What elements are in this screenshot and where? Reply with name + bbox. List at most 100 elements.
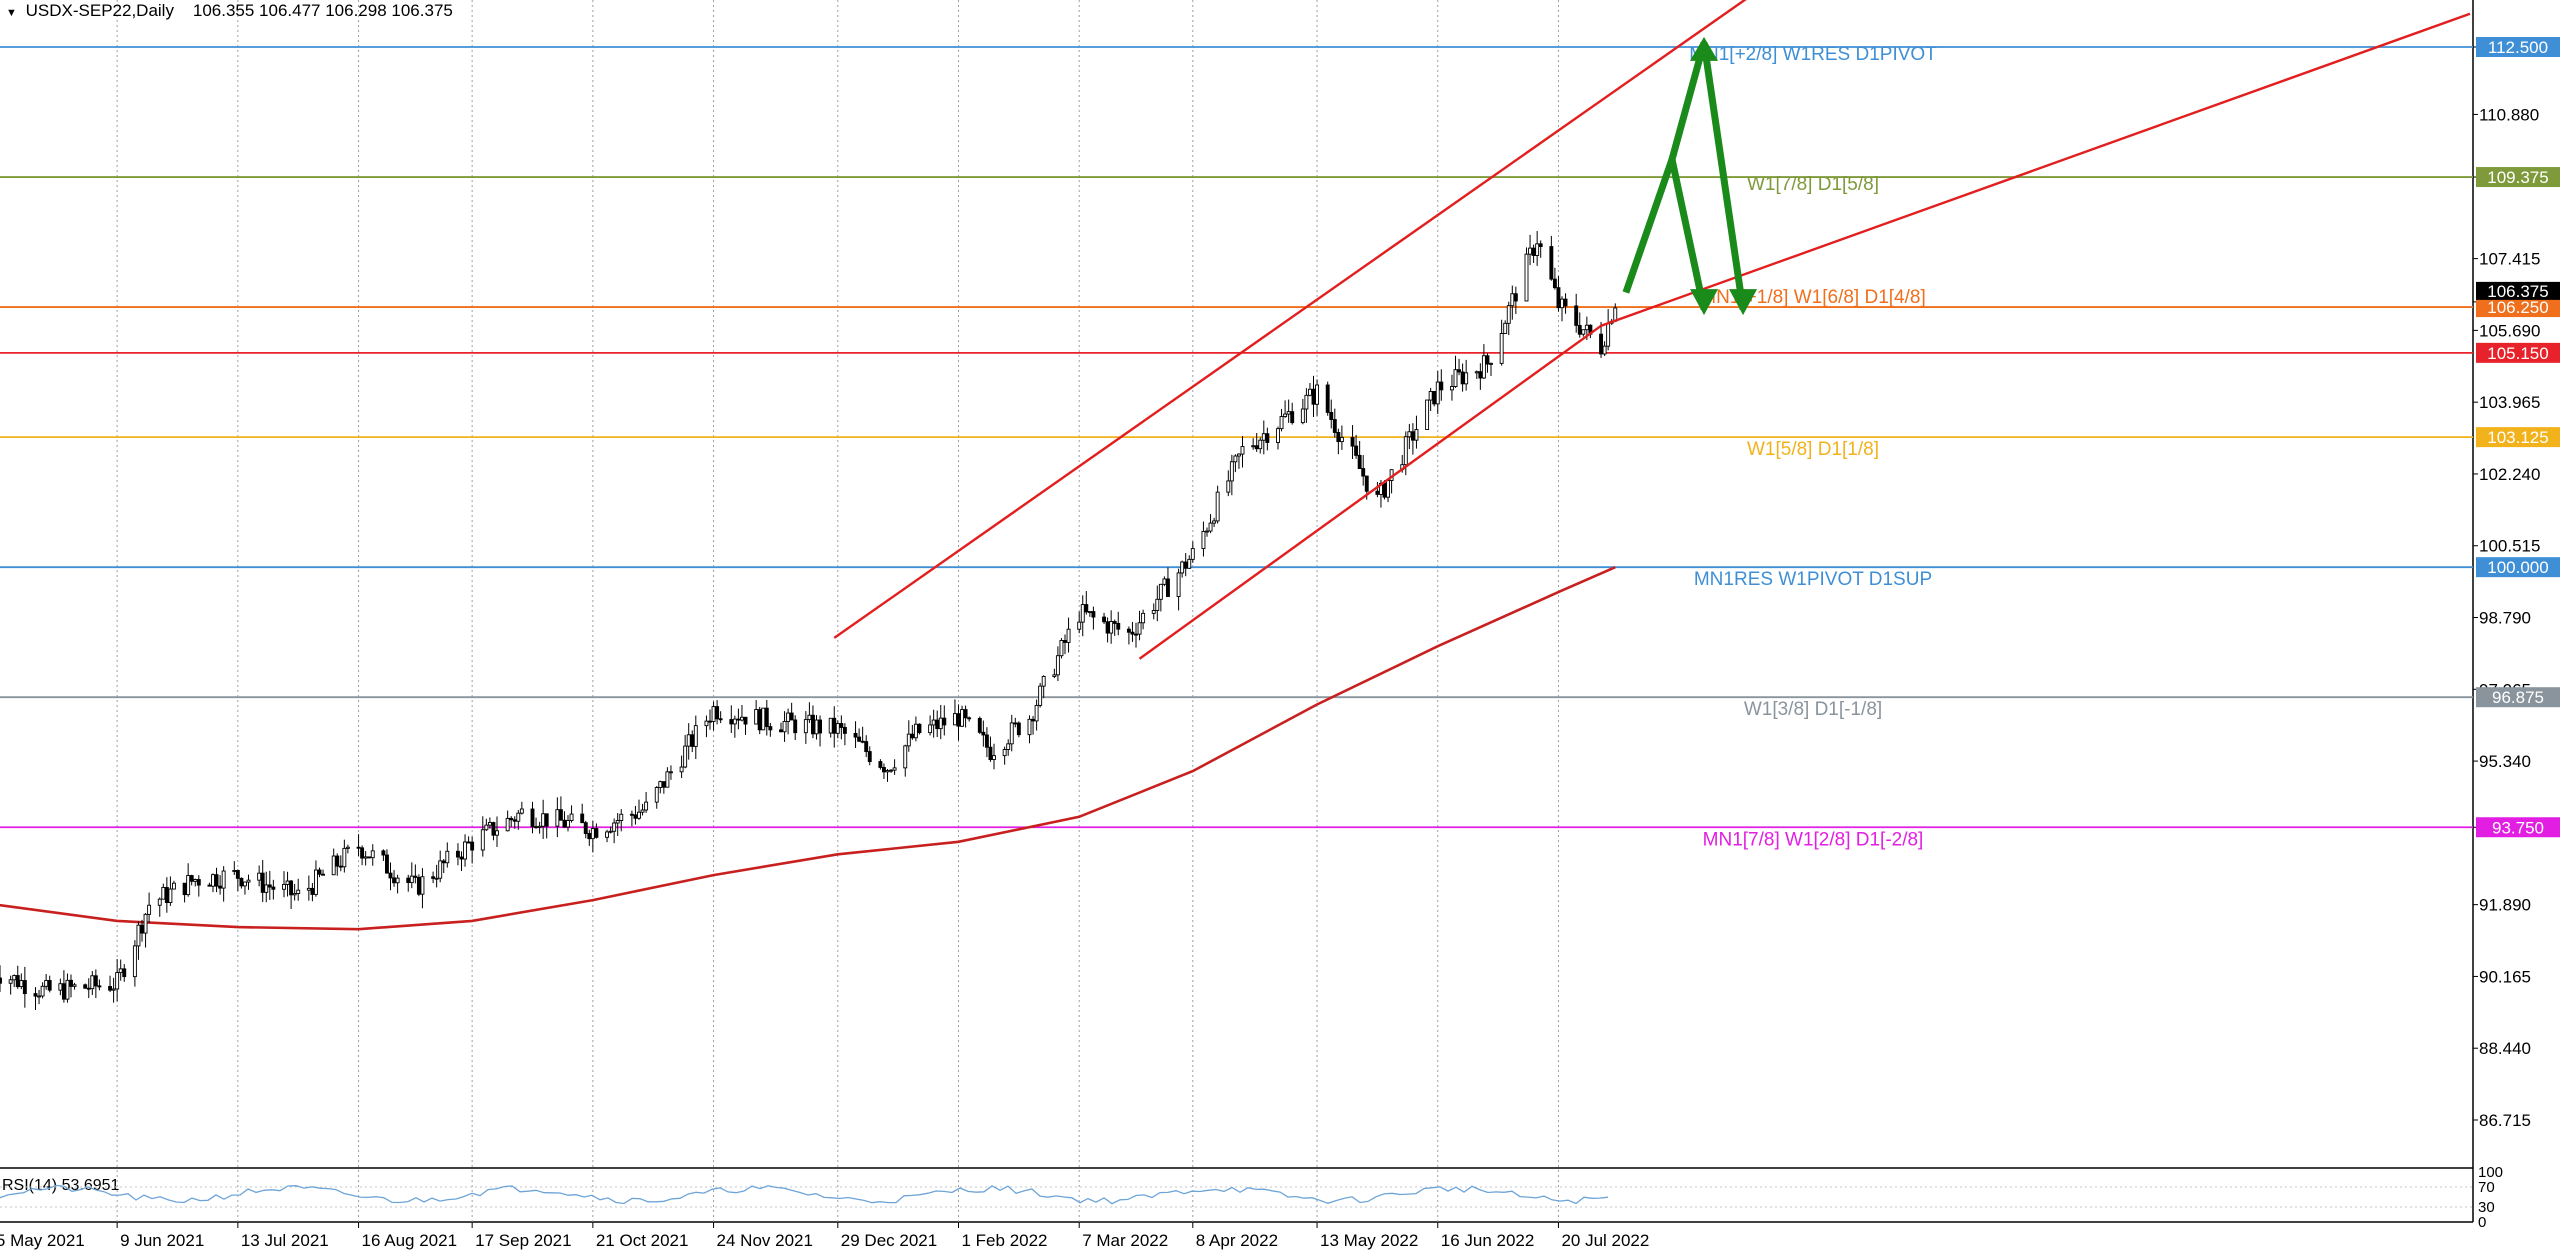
candle-body [1208, 522, 1213, 532]
candle-body [857, 736, 862, 742]
rsi-tick-label: 0 [2478, 1214, 2486, 1231]
candle-body [1336, 432, 1341, 443]
arrowhead-down-1 [1690, 289, 1718, 316]
rsi-line [0, 1184, 1609, 1205]
candle-body [342, 847, 347, 868]
candle-body [1538, 243, 1543, 248]
candle-body [903, 745, 908, 769]
date-label: 29 Dec 2021 [841, 1231, 937, 1250]
price-tick-label: 102.240 [2479, 465, 2540, 484]
candle-body [803, 719, 808, 734]
price-tick-label: 107.415 [2479, 250, 2540, 269]
candle-body [1016, 722, 1021, 736]
candle-body [370, 850, 375, 859]
candle-body [1506, 305, 1511, 324]
candle-body [431, 876, 436, 879]
candle-body [619, 813, 624, 821]
candle-body [1531, 247, 1536, 256]
candle-body [93, 975, 98, 987]
arrowhead-up [1690, 36, 1718, 61]
candle-body [487, 822, 492, 826]
candle-body [189, 875, 194, 882]
candle-body [917, 723, 922, 734]
candle-body [1535, 243, 1540, 256]
candle-body [612, 822, 617, 832]
level-price-tag-label: 100.000 [2487, 558, 2548, 577]
candle-body [388, 872, 393, 879]
candle-body [640, 809, 645, 813]
candle-body [1066, 628, 1071, 643]
candle-body [580, 813, 585, 824]
candle-body [1350, 436, 1355, 447]
candle-body [395, 877, 400, 884]
date-label: 9 Jun 2021 [120, 1231, 204, 1250]
candle-body [1375, 490, 1380, 495]
candle-body [1261, 433, 1266, 441]
candle-body [1258, 439, 1263, 450]
candle-body [669, 771, 673, 774]
price-tick-label: 86.715 [2479, 1111, 2531, 1130]
candle-body [434, 877, 439, 880]
candle-body [1283, 413, 1288, 418]
candle-body [1510, 293, 1515, 307]
candle-body [882, 767, 886, 773]
candle-body [1457, 369, 1462, 373]
candle-body [1290, 411, 1295, 424]
candle-body [832, 717, 837, 734]
price-tick-label: 91.890 [2479, 896, 2531, 915]
candle-body [754, 709, 759, 725]
candle-body [793, 719, 798, 734]
candle-body [143, 913, 148, 934]
candle-body [1084, 604, 1089, 613]
candle-body [811, 714, 815, 735]
candle-body [942, 717, 947, 726]
candle-body [732, 718, 737, 725]
level-price-tag [2476, 167, 2560, 188]
price-tick-label: 105.690 [2479, 321, 2540, 340]
candle-body [779, 729, 783, 733]
candle-body [860, 740, 865, 743]
candle-body [587, 833, 592, 840]
candle-body [1513, 293, 1518, 302]
candle-body [285, 880, 290, 885]
level-price-tag [2476, 687, 2560, 708]
candle-body [1236, 453, 1241, 457]
candle-body [1528, 247, 1533, 255]
candle-body [1233, 455, 1238, 463]
date-label: 7 Mar 2022 [1082, 1231, 1168, 1250]
candle-body [537, 825, 542, 828]
candle-body [644, 801, 649, 811]
candle-body [264, 884, 269, 893]
collapse-triangle-icon[interactable]: ▼ [6, 7, 17, 19]
candle-body [338, 865, 343, 868]
symbol-info: USDX-SEP22,Daily [25, 1, 174, 20]
candle-body [665, 771, 670, 788]
candle-body [569, 813, 574, 821]
candle-body [516, 812, 521, 822]
candle-body [306, 887, 311, 891]
candle-body [1134, 633, 1138, 636]
candle-body [317, 869, 322, 875]
level-price-tag-label: 96.875 [2492, 688, 2544, 707]
candle-body [1077, 621, 1082, 630]
candle-body [1112, 621, 1117, 624]
candle-body [345, 846, 350, 849]
level-price-tag [2476, 817, 2560, 838]
candle-body [420, 876, 425, 895]
candle-body [1364, 475, 1369, 492]
candle-body [72, 984, 77, 987]
candle-body [1190, 548, 1195, 560]
candle-body [1581, 329, 1586, 335]
candle-body [480, 829, 485, 851]
candle-body [743, 716, 748, 725]
candle-body [686, 734, 691, 747]
candle-body [168, 888, 173, 903]
candle-body [90, 975, 95, 990]
candle-body [1453, 369, 1458, 388]
level-price-tag [2476, 342, 2560, 363]
candle-body [711, 706, 716, 722]
candle-body [1034, 704, 1039, 722]
candle-body [232, 870, 237, 872]
